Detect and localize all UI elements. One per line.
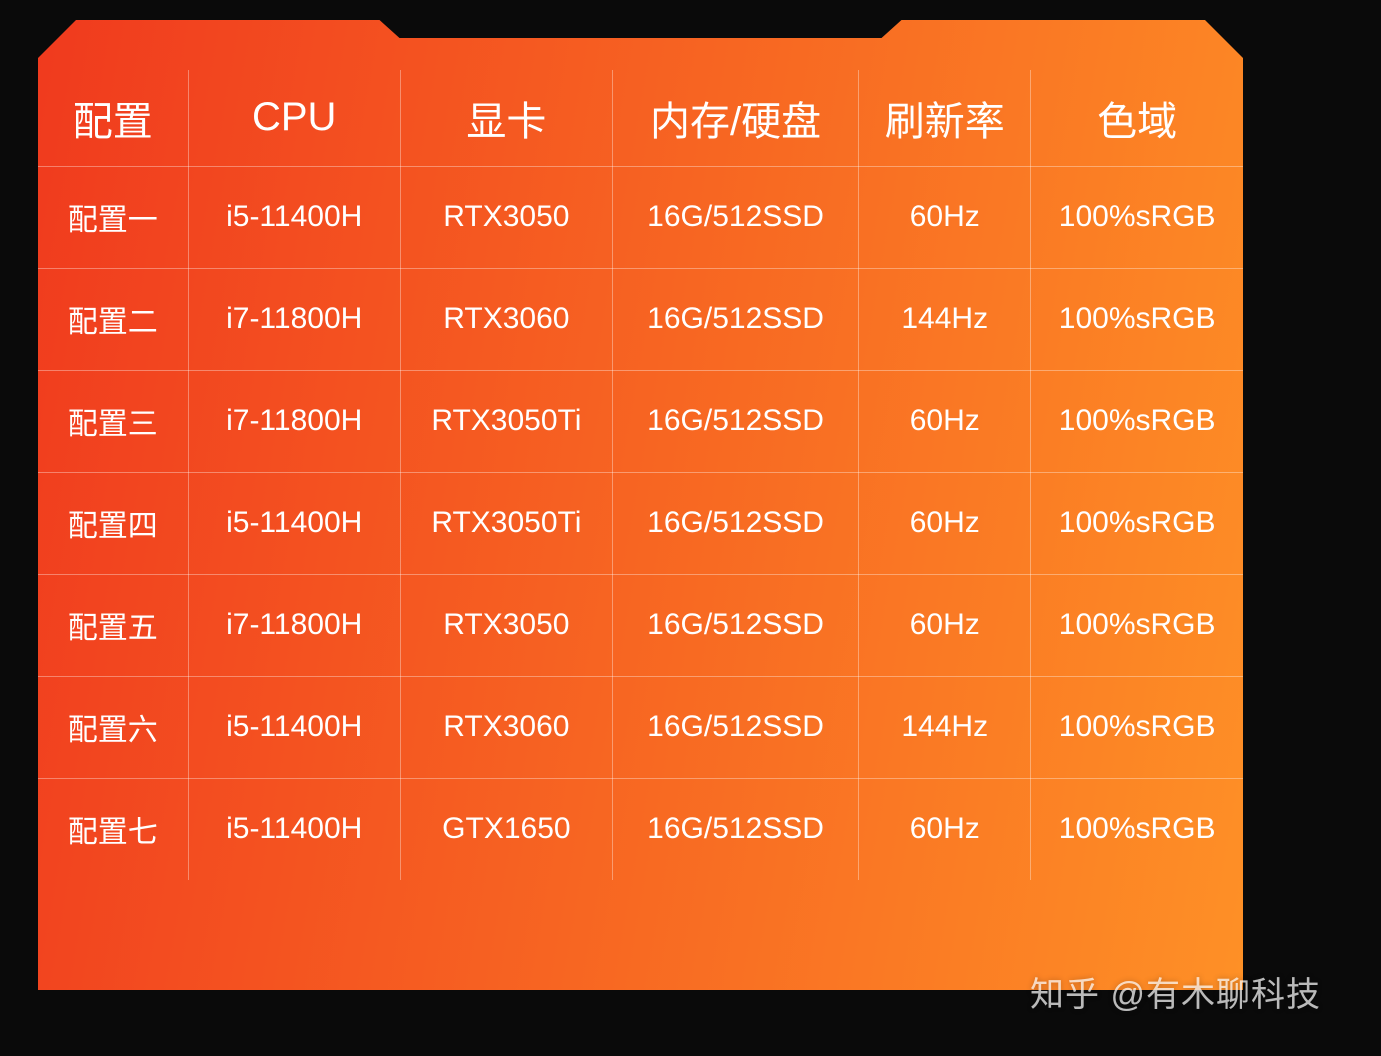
cell-config: 配置六: [38, 676, 188, 778]
cell-gpu: RTX3050: [400, 574, 612, 676]
table-row: 配置六 i5-11400H RTX3060 16G/512SSD 144Hz 1…: [38, 676, 1243, 778]
cell-gpu: RTX3060: [400, 268, 612, 370]
cell-refresh: 60Hz: [859, 574, 1031, 676]
cell-cpu: i7-11800H: [188, 574, 400, 676]
cell-memory: 16G/512SSD: [612, 574, 858, 676]
table-row: 配置三 i7-11800H RTX3050Ti 16G/512SSD 60Hz …: [38, 370, 1243, 472]
cell-memory: 16G/512SSD: [612, 268, 858, 370]
cell-cpu: i5-11400H: [188, 778, 400, 880]
cell-gamut: 100%sRGB: [1031, 166, 1243, 268]
cell-cpu: i5-11400H: [188, 166, 400, 268]
cell-cpu: i7-11800H: [188, 268, 400, 370]
cell-memory: 16G/512SSD: [612, 778, 858, 880]
table-row: 配置五 i7-11800H RTX3050 16G/512SSD 60Hz 10…: [38, 574, 1243, 676]
cell-cpu: i5-11400H: [188, 676, 400, 778]
cell-refresh: 60Hz: [859, 166, 1031, 268]
cell-gamut: 100%sRGB: [1031, 268, 1243, 370]
col-header-gpu: 显卡: [400, 70, 612, 166]
cell-memory: 16G/512SSD: [612, 676, 858, 778]
cell-gamut: 100%sRGB: [1031, 370, 1243, 472]
cell-gamut: 100%sRGB: [1031, 472, 1243, 574]
cell-gpu: RTX3060: [400, 676, 612, 778]
cell-refresh: 60Hz: [859, 472, 1031, 574]
cell-gamut: 100%sRGB: [1031, 676, 1243, 778]
col-header-gamut: 色域: [1031, 70, 1243, 166]
cell-gpu: RTX3050Ti: [400, 370, 612, 472]
cell-gpu: RTX3050: [400, 166, 612, 268]
col-header-cpu: CPU: [188, 70, 400, 166]
col-header-refresh: 刷新率: [859, 70, 1031, 166]
cell-gamut: 100%sRGB: [1031, 574, 1243, 676]
table-row: 配置四 i5-11400H RTX3050Ti 16G/512SSD 60Hz …: [38, 472, 1243, 574]
cell-refresh: 144Hz: [859, 268, 1031, 370]
table-row: 配置一 i5-11400H RTX3050 16G/512SSD 60Hz 10…: [38, 166, 1243, 268]
cell-config: 配置一: [38, 166, 188, 268]
cell-gamut: 100%sRGB: [1031, 778, 1243, 880]
cell-memory: 16G/512SSD: [612, 370, 858, 472]
cell-gpu: RTX3050Ti: [400, 472, 612, 574]
cell-refresh: 144Hz: [859, 676, 1031, 778]
cell-cpu: i5-11400H: [188, 472, 400, 574]
col-header-config: 配置: [38, 70, 188, 166]
cell-config: 配置四: [38, 472, 188, 574]
cell-config: 配置二: [38, 268, 188, 370]
cell-memory: 16G/512SSD: [612, 472, 858, 574]
cell-cpu: i7-11800H: [188, 370, 400, 472]
outer-frame: 配置 CPU 显卡 内存/硬盘 刷新率 色域 配置一 i5-11400H RTX…: [38, 20, 1243, 990]
spec-panel: 配置 CPU 显卡 内存/硬盘 刷新率 色域 配置一 i5-11400H RTX…: [38, 20, 1243, 990]
cell-refresh: 60Hz: [859, 778, 1031, 880]
col-header-memory: 内存/硬盘: [612, 70, 858, 166]
cell-config: 配置三: [38, 370, 188, 472]
cell-config: 配置五: [38, 574, 188, 676]
cell-gpu: GTX1650: [400, 778, 612, 880]
table-header-row: 配置 CPU 显卡 内存/硬盘 刷新率 色域: [38, 70, 1243, 166]
table-row: 配置二 i7-11800H RTX3060 16G/512SSD 144Hz 1…: [38, 268, 1243, 370]
cell-config: 配置七: [38, 778, 188, 880]
cell-memory: 16G/512SSD: [612, 166, 858, 268]
table-row: 配置七 i5-11400H GTX1650 16G/512SSD 60Hz 10…: [38, 778, 1243, 880]
cell-refresh: 60Hz: [859, 370, 1031, 472]
spec-table: 配置 CPU 显卡 内存/硬盘 刷新率 色域 配置一 i5-11400H RTX…: [38, 70, 1243, 880]
